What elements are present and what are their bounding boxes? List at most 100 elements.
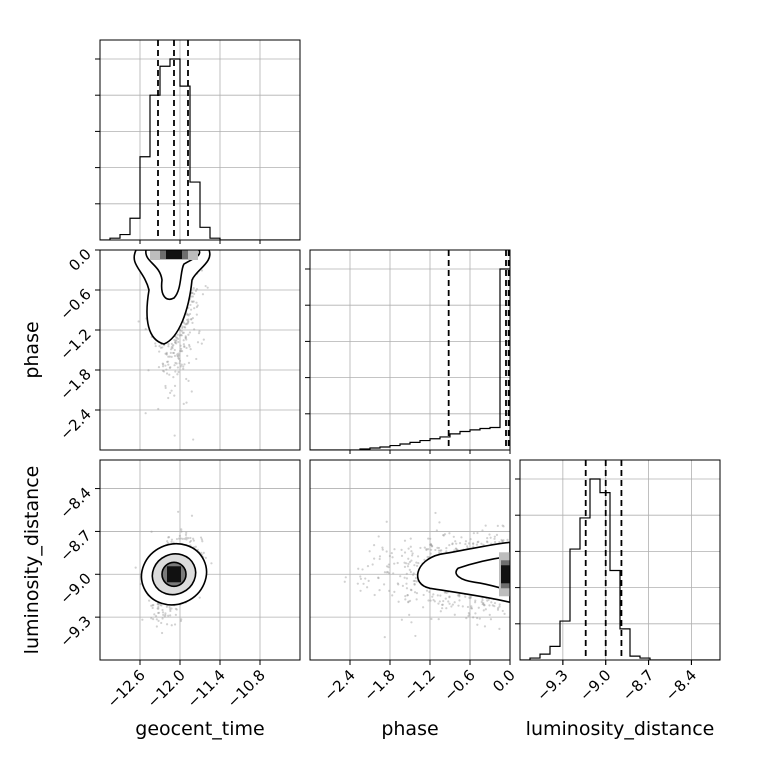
sample-point <box>372 544 376 547</box>
sample-point <box>200 551 203 554</box>
sample-point <box>155 618 158 621</box>
x-tick-label: −12.0 <box>144 666 189 711</box>
sample-point <box>180 334 183 337</box>
sample-point <box>464 595 467 598</box>
sample-point <box>357 567 360 570</box>
sample-point <box>377 535 380 538</box>
sample-point <box>493 535 496 538</box>
sample-point <box>415 564 419 567</box>
sample-point <box>177 337 180 340</box>
sample-point <box>415 592 419 595</box>
sample-point <box>483 604 486 607</box>
sample-point <box>429 552 432 555</box>
sample-point <box>440 549 443 552</box>
pair-phase-vs-luminosity-distance <box>309 459 511 661</box>
sample-point <box>164 614 167 617</box>
sample-point <box>167 536 171 539</box>
sample-point <box>373 593 376 597</box>
sample-point <box>387 566 390 569</box>
sample-point <box>162 363 165 366</box>
sample-point <box>161 362 164 365</box>
x-tick-label: −11.4 <box>184 666 229 711</box>
sample-point <box>405 582 408 585</box>
sample-point <box>165 623 169 626</box>
sample-point <box>448 602 451 605</box>
sample-point <box>430 545 433 548</box>
sample-point <box>493 601 497 605</box>
sample-point <box>167 396 170 400</box>
sample-point <box>177 354 181 357</box>
sample-point <box>202 551 205 554</box>
sample-point <box>183 345 186 349</box>
sample-point <box>434 511 437 515</box>
sample-point <box>162 370 166 373</box>
sample-point <box>378 555 382 558</box>
sample-point <box>425 589 429 592</box>
sample-point <box>192 438 195 441</box>
sample-point <box>185 538 188 541</box>
sample-point <box>412 572 415 575</box>
sample-point <box>193 307 196 310</box>
sample-point <box>448 595 451 598</box>
sample-point <box>441 603 444 606</box>
sample-point <box>483 603 486 607</box>
sample-point <box>168 606 171 609</box>
sample-point <box>195 305 198 309</box>
sample-point <box>438 600 441 603</box>
sample-point <box>204 284 207 288</box>
sample-point <box>432 598 435 602</box>
sample-point <box>190 390 193 393</box>
sample-point <box>489 618 493 621</box>
y-tick-label: 0.0 <box>65 245 95 275</box>
sample-point <box>152 603 155 607</box>
sample-point <box>366 586 369 589</box>
sample-point <box>194 545 197 548</box>
sample-point <box>447 600 450 603</box>
sample-point <box>157 607 160 610</box>
sample-point <box>173 354 177 357</box>
sample-point <box>182 367 185 370</box>
sample-point <box>400 548 403 551</box>
sample-point <box>385 571 388 574</box>
sample-point <box>403 539 407 542</box>
sample-point <box>185 338 188 341</box>
hist-panel-luminosity-distance <box>515 459 721 665</box>
sample-point <box>210 562 213 565</box>
sample-point <box>162 613 165 617</box>
sample-point <box>475 543 479 546</box>
sample-point <box>385 550 388 553</box>
sample-point <box>405 572 408 575</box>
sample-point <box>185 401 188 404</box>
sample-point <box>180 350 183 353</box>
sample-point <box>480 542 483 545</box>
sample-point <box>184 533 188 536</box>
sample-point <box>161 608 164 612</box>
sample-point <box>493 537 496 540</box>
sample-point <box>472 542 475 545</box>
sample-point <box>501 524 504 527</box>
hist-step <box>100 58 300 240</box>
sample-point <box>455 547 458 550</box>
sample-point <box>483 625 487 628</box>
sample-point <box>458 595 461 598</box>
density-peak <box>166 250 182 259</box>
sample-point <box>442 533 445 537</box>
y-tick-label: −1.8 <box>56 365 94 403</box>
sample-point <box>198 596 201 599</box>
sample-point <box>343 580 346 583</box>
sample-point <box>445 550 448 553</box>
sample-point <box>407 562 410 565</box>
sample-point <box>443 591 446 594</box>
sample-point <box>385 520 388 523</box>
sample-point <box>425 548 428 552</box>
sample-point <box>476 541 479 544</box>
sample-point <box>408 613 411 616</box>
sample-point <box>166 360 170 363</box>
sample-point <box>435 529 438 532</box>
sample-point <box>481 529 484 532</box>
sample-point <box>170 389 173 392</box>
panel-frame <box>309 459 511 661</box>
sample-point <box>415 580 418 583</box>
sample-point <box>165 353 168 356</box>
sample-point <box>390 551 393 555</box>
